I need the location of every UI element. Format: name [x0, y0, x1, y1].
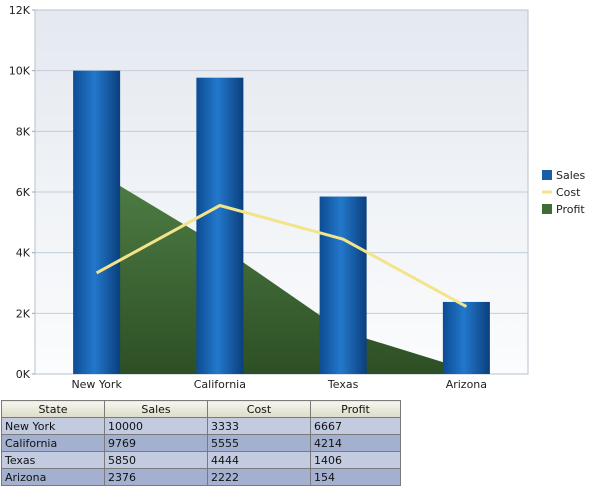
cell-profit: 154	[310, 468, 401, 486]
cell-sales: 2376	[104, 468, 208, 486]
cell-state: New York	[1, 417, 105, 435]
legend-swatch-profit	[542, 204, 552, 214]
table-row: Texas 5850 4444 1406	[1, 451, 401, 469]
table-row: California 9769 5555 4214	[1, 434, 401, 452]
x-tick-label: Texas	[327, 378, 359, 391]
legend-label-cost: Cost	[556, 186, 581, 199]
legend: Sales Cost Profit	[542, 169, 586, 216]
y-tick-label: 2K	[16, 307, 31, 320]
cell-profit: 1406	[310, 451, 401, 469]
profit-area	[96, 171, 467, 374]
cell-cost: 3333	[207, 417, 311, 435]
header-sales: Sales	[104, 400, 208, 418]
x-axis-ticks: New York California Texas Arizona	[71, 378, 487, 391]
data-table: State Sales Cost Profit New York 10000 3…	[1, 400, 401, 486]
cell-state: California	[1, 434, 105, 452]
cell-sales: 5850	[104, 451, 208, 469]
header-profit: Profit	[310, 400, 401, 418]
y-tick-label: 12K	[9, 4, 31, 17]
x-tick-label: Arizona	[446, 378, 487, 391]
cell-cost: 5555	[207, 434, 311, 452]
sales-bar	[196, 77, 244, 374]
y-tick-label: 8K	[16, 125, 31, 138]
table-header-row: State Sales Cost Profit	[1, 400, 401, 418]
x-tick-label: California	[194, 378, 246, 391]
cell-cost: 2222	[207, 468, 311, 486]
y-axis-ticks: 0K 2K 4K 6K 8K 10K 12K	[9, 4, 35, 381]
table-row: Arizona 2376 2222 154	[1, 468, 401, 486]
legend-label-sales: Sales	[556, 169, 586, 182]
legend-swatch-sales	[542, 170, 552, 180]
y-tick-label: 10K	[9, 65, 31, 78]
cell-state: Arizona	[1, 468, 105, 486]
cell-state: Texas	[1, 451, 105, 469]
legend-label-profit: Profit	[556, 203, 585, 216]
cost-line	[95, 203, 468, 308]
cell-profit: 6667	[310, 417, 401, 435]
cell-sales: 10000	[104, 417, 208, 435]
sales-bars-layer	[73, 70, 490, 375]
sales-bar	[319, 196, 367, 374]
cell-sales: 9769	[104, 434, 208, 452]
cell-cost: 4444	[207, 451, 311, 469]
cost-line-layer	[95, 203, 468, 308]
y-tick-label: 0K	[16, 368, 31, 381]
y-tick-label: 4K	[16, 247, 31, 260]
combo-chart: 0K 2K 4K 6K 8K 10K 12K New York California Texas…	[9, 4, 586, 391]
y-tick-label: 6K	[16, 186, 31, 199]
header-state: State	[1, 400, 105, 418]
x-tick-label: New York	[71, 378, 122, 391]
profit-area-layer	[96, 171, 467, 374]
sales-bar	[442, 301, 490, 374]
cell-profit: 4214	[310, 434, 401, 452]
sales-bar	[73, 70, 121, 375]
header-cost: Cost	[207, 400, 311, 418]
table-row: New York 10000 3333 6667	[1, 417, 401, 435]
